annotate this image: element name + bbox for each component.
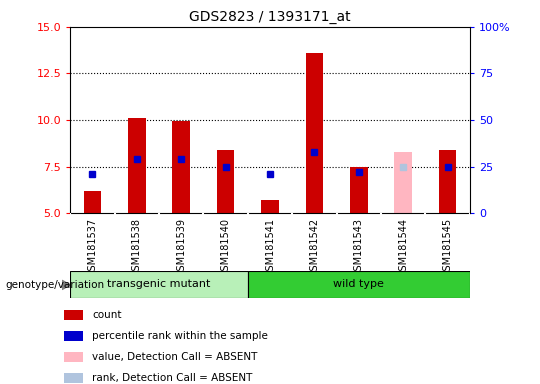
Text: transgenic mutant: transgenic mutant: [107, 279, 211, 289]
Bar: [84, 191, 102, 213]
Bar: [64, 352, 83, 362]
Text: GSM181545: GSM181545: [443, 218, 453, 277]
Text: rank, Detection Call = ABSENT: rank, Detection Call = ABSENT: [92, 373, 252, 383]
Bar: [70, 271, 248, 298]
Bar: [128, 118, 146, 213]
Bar: [64, 310, 83, 320]
Bar: [350, 167, 368, 213]
Text: GSM181544: GSM181544: [398, 218, 408, 277]
Text: GSM181539: GSM181539: [176, 218, 186, 277]
Bar: [306, 53, 323, 213]
Bar: [64, 373, 83, 383]
Bar: [438, 150, 456, 213]
Text: count: count: [92, 310, 122, 320]
Title: GDS2823 / 1393171_at: GDS2823 / 1393171_at: [189, 10, 351, 25]
Text: GSM181541: GSM181541: [265, 218, 275, 277]
Bar: [248, 271, 470, 298]
Text: percentile rank within the sample: percentile rank within the sample: [92, 331, 268, 341]
Text: wild type: wild type: [333, 279, 384, 289]
Text: genotype/variation: genotype/variation: [5, 280, 105, 290]
Bar: [172, 121, 190, 213]
Text: GSM181540: GSM181540: [221, 218, 231, 277]
Text: GSM181538: GSM181538: [132, 218, 142, 277]
Text: value, Detection Call = ABSENT: value, Detection Call = ABSENT: [92, 352, 258, 362]
Text: GSM181543: GSM181543: [354, 218, 364, 277]
Text: GSM181537: GSM181537: [87, 218, 97, 277]
Polygon shape: [62, 280, 70, 290]
Bar: [394, 152, 412, 213]
Text: GSM181542: GSM181542: [309, 218, 319, 277]
Bar: [261, 200, 279, 213]
Bar: [64, 331, 83, 341]
Bar: [217, 150, 234, 213]
